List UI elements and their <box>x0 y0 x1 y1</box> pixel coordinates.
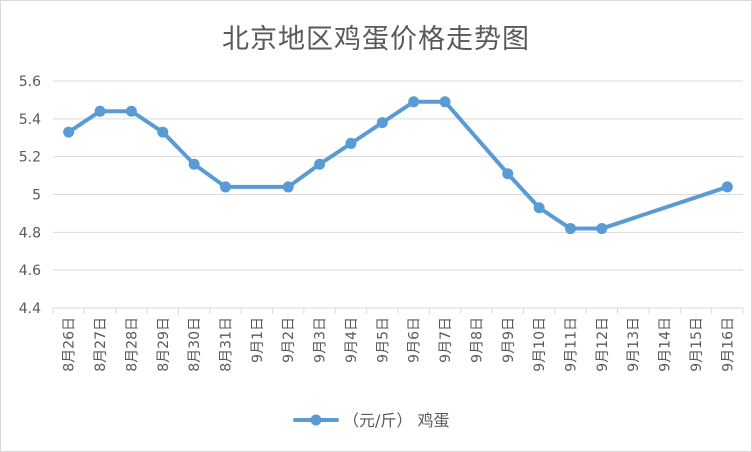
x-tick-label: 9月2日 <box>281 317 297 363</box>
data-point <box>220 181 231 193</box>
x-tick-label: 9月16日 <box>720 317 736 372</box>
y-tick-label: 5.2 <box>19 150 41 166</box>
x-tick-label: 8月28日 <box>124 317 140 372</box>
legend-label: （元/斤） 鸡蛋 <box>343 411 449 430</box>
x-tick-label: 8月27日 <box>93 317 109 372</box>
data-point <box>125 105 137 117</box>
data-point <box>408 96 420 108</box>
data-point <box>282 181 294 193</box>
x-tick-label: 9月9日 <box>501 317 517 363</box>
x-tick-label: 8月29日 <box>156 317 172 372</box>
y-tick-label: 4.6 <box>19 263 41 279</box>
data-point <box>721 181 733 193</box>
x-tick-label: 8月31日 <box>219 317 235 372</box>
x-tick-label: 9月11日 <box>564 317 580 372</box>
y-tick-label: 5.6 <box>19 74 41 90</box>
data-point <box>314 158 326 170</box>
x-tick-label: 8月30日 <box>187 317 203 372</box>
y-tick-label: 5 <box>32 188 41 204</box>
data-point <box>63 126 75 138</box>
y-tick-label: 5.4 <box>19 112 41 128</box>
chart-title: 北京地区鸡蛋价格走势图 <box>222 24 530 55</box>
x-tick-label: 9月5日 <box>375 317 391 363</box>
x-tick-label: 9月7日 <box>438 317 454 363</box>
x-tick-label: 9月15日 <box>689 317 705 372</box>
x-tick-label: 9月10日 <box>532 317 548 372</box>
x-tick-label: 8月26日 <box>62 317 78 372</box>
x-tick-label: 9月8日 <box>469 317 485 363</box>
y-tick-label: 4.4 <box>19 301 41 317</box>
data-point <box>502 168 514 180</box>
x-tick-label: 9月12日 <box>595 317 611 372</box>
series-line <box>66 99 730 231</box>
x-tick-label: 9月3日 <box>313 317 329 363</box>
x-tick-label: 9月6日 <box>407 317 423 363</box>
x-tick-label: 9月14日 <box>658 317 674 372</box>
legend-marker <box>310 414 322 426</box>
data-point <box>439 96 451 108</box>
data-point <box>376 117 388 129</box>
x-tick-label: 9月4日 <box>344 317 360 363</box>
data-point <box>533 202 545 214</box>
data-point <box>94 105 106 117</box>
x-tick-label: 9月13日 <box>626 317 642 372</box>
data-point <box>188 158 200 170</box>
data-point <box>345 137 357 149</box>
y-tick-label: 4.8 <box>19 225 41 241</box>
data-point <box>596 223 608 235</box>
data-point <box>565 223 576 235</box>
data-point <box>157 126 169 138</box>
x-tick-label: 9月1日 <box>250 317 266 363</box>
